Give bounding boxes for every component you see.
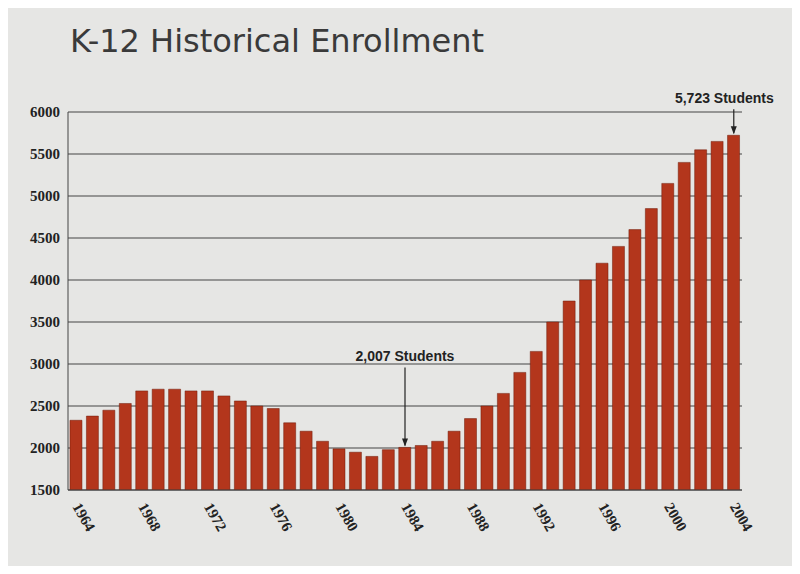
svg-text:3500: 3500 — [30, 314, 60, 330]
svg-text:1988: 1988 — [464, 500, 493, 534]
svg-text:6000: 6000 — [30, 104, 60, 120]
svg-text:4000: 4000 — [30, 272, 60, 288]
svg-text:4500: 4500 — [30, 230, 60, 246]
svg-text:1976: 1976 — [267, 500, 296, 534]
svg-text:1992: 1992 — [530, 500, 559, 534]
svg-text:2000: 2000 — [30, 440, 60, 456]
svg-text:2500: 2500 — [30, 398, 60, 414]
svg-text:2000: 2000 — [661, 500, 690, 534]
svg-text:1980: 1980 — [332, 500, 361, 534]
svg-text:1964: 1964 — [69, 500, 98, 534]
svg-text:5500: 5500 — [30, 146, 60, 162]
svg-text:3000: 3000 — [30, 356, 60, 372]
html-text:K-12 Historical Enrollment: K-12 Historical Enrollment — [70, 22, 485, 60]
svg-text:1972: 1972 — [201, 500, 230, 534]
svg-text:5,723 Students: 5,723 Students — [675, 90, 774, 106]
svg-text:1968: 1968 — [135, 500, 164, 534]
svg-text:2,007 Students: 2,007 Students — [356, 348, 455, 364]
svg-text:1984: 1984 — [398, 500, 427, 534]
svg-text:2004: 2004 — [727, 500, 756, 534]
svg-text:1996: 1996 — [595, 500, 624, 534]
svg-text:5000: 5000 — [30, 188, 60, 204]
svg-text:1500: 1500 — [30, 482, 60, 498]
